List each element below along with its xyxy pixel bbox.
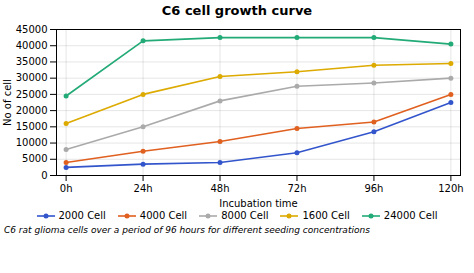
svg-text:96h: 96h xyxy=(364,183,383,194)
html-text:2000 Cell: 2000 Cell xyxy=(58,210,106,221)
html-text:8000 Cell: 8000 Cell xyxy=(221,210,269,221)
svg-text:48h: 48h xyxy=(210,183,229,194)
svg-text:45000: 45000 xyxy=(16,24,48,35)
html-text:4000 Cell: 4000 Cell xyxy=(139,210,188,221)
html-text:C6 rat glioma cells over a per: C6 rat glioma cells over a period of 96 … xyxy=(4,225,370,235)
svg-text:40000: 40000 xyxy=(16,40,48,51)
svg-text:Incubation time: Incubation time xyxy=(219,198,298,209)
svg-text:10000: 10000 xyxy=(16,137,48,148)
svg-text:120h: 120h xyxy=(438,183,463,194)
html-text:1600 Cell: 1600 Cell xyxy=(302,210,350,221)
svg-text:0: 0 xyxy=(41,170,47,181)
html-text:24000 Cell: 24000 Cell xyxy=(383,210,438,221)
svg-text:No of cell: No of cell xyxy=(2,79,13,126)
svg-text:72h: 72h xyxy=(287,183,306,194)
svg-text:30000: 30000 xyxy=(16,72,48,83)
svg-text:25000: 25000 xyxy=(16,89,48,100)
svg-text:20000: 20000 xyxy=(16,105,48,116)
svg-text:35000: 35000 xyxy=(16,56,48,67)
svg-text:24h: 24h xyxy=(134,183,153,194)
svg-text:5000: 5000 xyxy=(22,153,47,164)
svg-text:15000: 15000 xyxy=(16,121,48,132)
svg-text:0h: 0h xyxy=(60,183,73,194)
html-text:C6 cell growth curve: C6 cell growth curve xyxy=(161,3,313,18)
